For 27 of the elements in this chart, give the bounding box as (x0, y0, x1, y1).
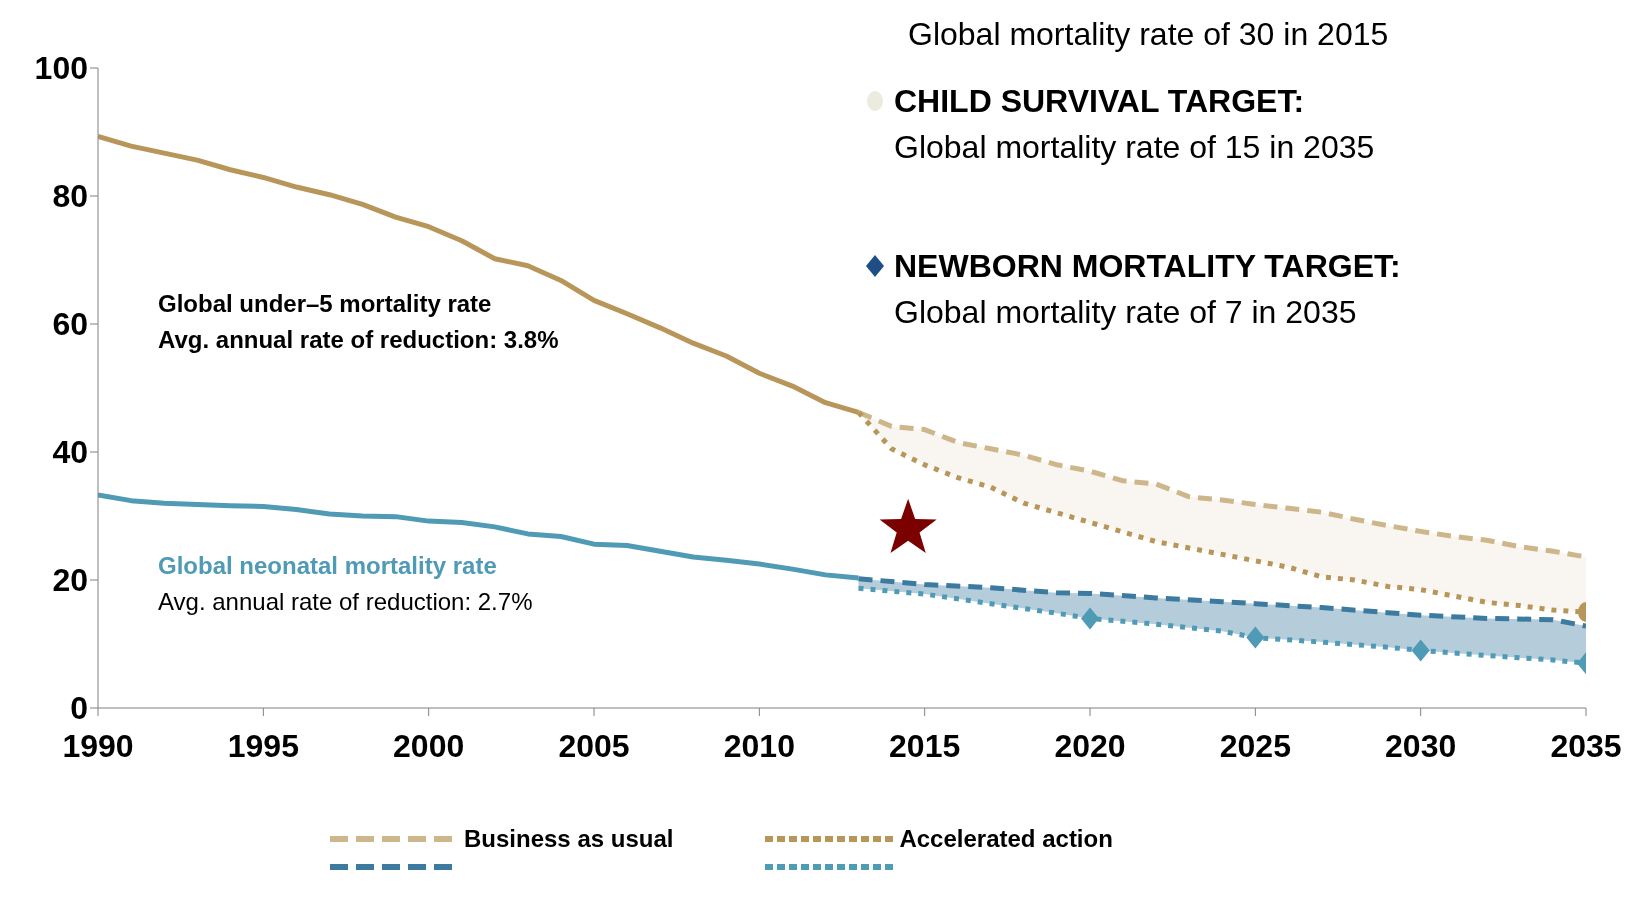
y-tick-label: 20 (52, 562, 88, 599)
annotation: Global mortality rate of 15 in 2035 (893, 128, 1375, 167)
annotation: Avg. annual rate of reduction: 3.8% (158, 325, 559, 355)
y-tick-label: 40 (52, 434, 88, 471)
x-tick-label: 2000 (393, 727, 465, 764)
y-tick-label: 0 (70, 690, 88, 727)
series-label: Global under–5 mortality rate (158, 289, 493, 319)
annotation: Avg. annual rate of reduction: 2.7% (158, 587, 533, 617)
annotation: CHILD SURVIVAL TARGET: (894, 82, 1305, 121)
annotation: Global mortality rate of 7 in 2035 (893, 293, 1358, 332)
x-tick-label: 2025 (1219, 727, 1291, 764)
legend-label: Accelerated action (899, 825, 1113, 853)
legend-label: Business as usual (464, 825, 674, 853)
annotation: NEWBORN MORTALITY TARGET: (894, 247, 1401, 286)
x-tick-label: 1995 (227, 727, 299, 764)
x-tick-label: 1990 (62, 727, 134, 764)
series-label: Global neonatal mortality rate (158, 551, 498, 581)
x-tick-label: 2030 (1385, 727, 1457, 764)
text: Global mortality rate of 30 in 2015 (908, 16, 1389, 53)
y-tick-label: 100 (34, 50, 88, 87)
x-tick-label: 2005 (558, 727, 630, 764)
x-tick-label: 2015 (889, 727, 961, 764)
x-tick-label: 2035 (1550, 727, 1622, 764)
x-tick-label: 2010 (723, 727, 795, 764)
y-tick-label: 80 (52, 178, 88, 215)
y-tick-label: 60 (52, 306, 88, 343)
x-tick-label: 2020 (1054, 727, 1126, 764)
